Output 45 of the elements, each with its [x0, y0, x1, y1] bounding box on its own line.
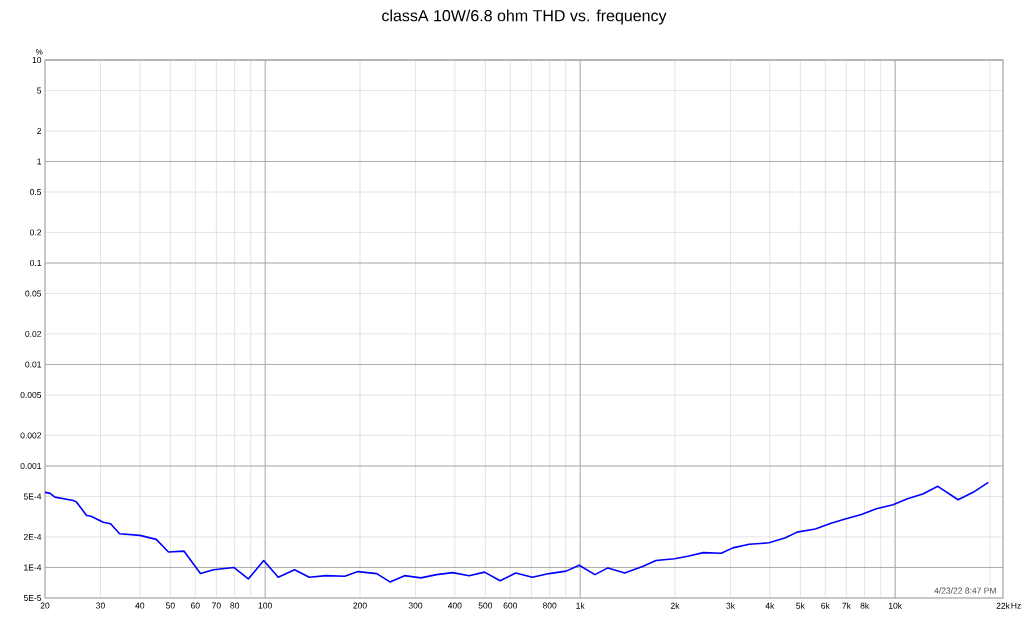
y-tick-label: 1	[37, 158, 42, 165]
y-tick-label: 5E-5	[23, 595, 42, 601]
y-tick-label: 0.001	[20, 462, 42, 469]
y-tick-label: 0.05	[25, 290, 42, 297]
x-tick-label: 600	[503, 602, 518, 609]
x-tick-label: 200	[353, 602, 367, 609]
x-tick-label: 50	[165, 602, 175, 609]
x-tick-label: 70	[212, 602, 221, 609]
y-axis-title: %	[35, 49, 43, 55]
y-tick-label: 5	[37, 87, 42, 94]
x-tick-label: 100	[258, 602, 272, 609]
x-tick-label: 30	[96, 602, 105, 609]
y-tick-label: 1E-4	[24, 564, 42, 571]
x-tick-label: 800	[542, 602, 557, 609]
y-tick-label: 0.005	[20, 392, 42, 399]
y-tick-label: 0.2	[29, 229, 42, 236]
y-tick-label: 10	[32, 57, 42, 64]
y-tick-label: 0.1	[29, 259, 42, 266]
x-tick-label: 80	[230, 602, 240, 609]
x-tick-label: 6k	[821, 602, 830, 609]
y-tick-label: 0.5	[29, 189, 42, 196]
x-tick-label: 10k	[888, 602, 903, 609]
x-tick-label: 500	[478, 602, 493, 609]
x-tick-label: 60	[191, 602, 200, 609]
y-tick-label: 0.02	[25, 330, 42, 337]
x-tick-label: 300	[408, 602, 423, 609]
x-tick-label: 40	[135, 602, 145, 609]
x-tick-label: 22k	[996, 602, 1010, 609]
y-tick-label: 2	[37, 127, 42, 134]
y-tick-label: 0.01	[25, 361, 42, 368]
x-tick-label: 400	[447, 602, 462, 609]
y-tick-label: 5E-4	[23, 493, 42, 500]
x-axis-title: Hz	[1011, 602, 1021, 609]
x-tick-label: 20	[40, 602, 50, 609]
chart-title: classA 10W/6.8 ohm THD vs. frequency	[382, 9, 667, 25]
x-tick-label: 1k	[576, 602, 585, 609]
annotation: 4/23/22 8:47 PM	[934, 587, 996, 594]
x-tick-label: 2k	[670, 602, 680, 609]
y-tick-label: 0.002	[20, 432, 42, 439]
x-tick-label: 8k	[860, 602, 870, 609]
y-tick-label: 2E-4	[23, 533, 42, 540]
x-tick-label: 5k	[796, 602, 805, 609]
x-tick-label: 4k	[765, 602, 775, 609]
x-tick-label: 7k	[842, 602, 851, 609]
x-tick-label: 3k	[726, 602, 735, 609]
